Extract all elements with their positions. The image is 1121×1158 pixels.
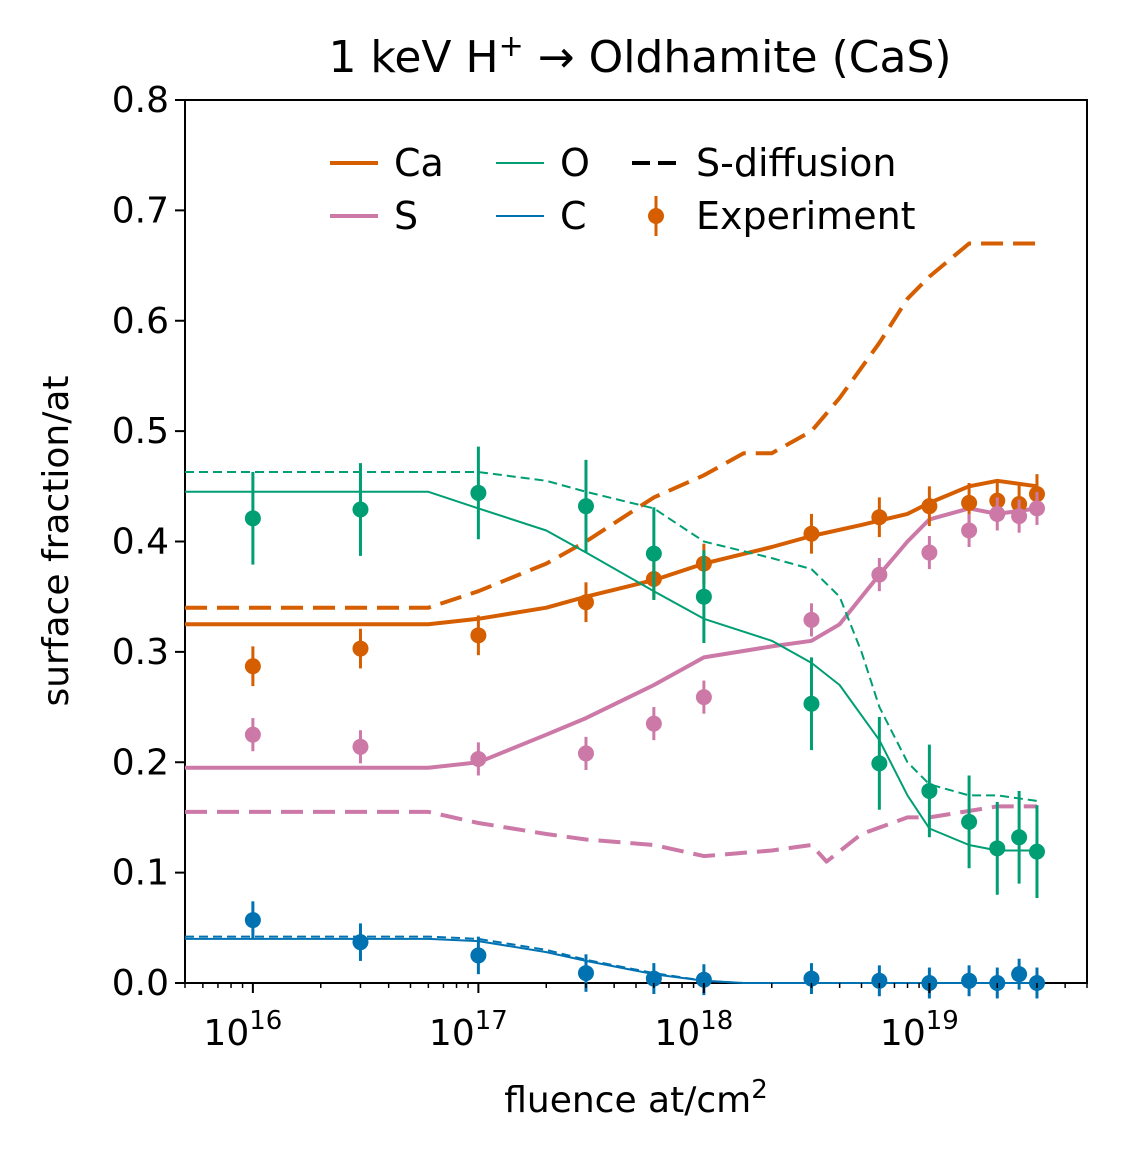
experiment-s-point (961, 522, 978, 539)
x-tick-label-exponent: 16 (249, 1006, 282, 1036)
x-tick-label-base: 10 (203, 1013, 249, 1054)
y-tick-label: 0.2 (112, 742, 169, 783)
experiment-o-point (645, 545, 662, 562)
legend-c-label: C (560, 194, 587, 238)
experiment-ca-point (577, 594, 594, 611)
experiment-s-point (645, 715, 662, 732)
experiment-s-point (871, 566, 888, 583)
series-c-s-diffusion-line (185, 935, 1037, 984)
experiment-s-point (989, 505, 1006, 522)
plot-layer (185, 241, 1045, 999)
experiment-s-point (470, 750, 487, 767)
y-tick-label: 0.3 (112, 632, 169, 673)
experiment-o-point (470, 484, 487, 501)
experiment-c-point (244, 912, 261, 929)
experiment-s-point (1011, 508, 1028, 525)
experiment-s-point (803, 611, 820, 628)
experiment-ca-point (470, 627, 487, 644)
legend-experiment-marker (648, 208, 664, 224)
experiment-ca-point (871, 509, 888, 526)
experiment-o-point (989, 840, 1006, 857)
x-tick-label: 1019 (880, 1006, 959, 1054)
experiment-ca-point (803, 525, 820, 542)
experiment-o-point (577, 498, 594, 515)
series-s-standard-line (185, 506, 1038, 770)
series-s-s-diffusion-line (185, 804, 1037, 864)
experiment-s-point (695, 689, 712, 706)
legend-o-label: O (560, 141, 590, 185)
title-main: 1 keV H (328, 32, 498, 83)
legend: Ca O S-diffusion S C Experiment (330, 141, 916, 238)
experiment-c-point (645, 970, 662, 987)
experiment-c-point (352, 934, 369, 951)
x-tick-label-exponent: 18 (700, 1006, 733, 1036)
experiment-c-point (577, 965, 594, 982)
y-tick-label: 0.4 (112, 522, 169, 563)
experiment-c-point (961, 972, 978, 989)
y-axis-label: surface fraction/at (36, 375, 77, 706)
experiment-o-point (871, 755, 888, 772)
legend-s-diffusion-label: S-diffusion (696, 141, 896, 185)
experiment-ca-point (961, 494, 978, 511)
experiment-c-point (803, 970, 820, 987)
plot-frame (184, 99, 1088, 984)
experiment-o-point (1011, 829, 1028, 846)
experiment-c-point (871, 972, 888, 989)
title-rest: → Oldhamite (CaS) (538, 32, 952, 83)
x-tick-label-exponent: 17 (475, 1006, 508, 1036)
experiment-o-point (244, 510, 261, 527)
experiment-c-point (470, 947, 487, 964)
y-tick-label: 0.0 (112, 963, 169, 1004)
experiment-s-point (244, 726, 261, 743)
series-ca-s-diffusion-line (185, 241, 1037, 610)
x-tick-label-base: 10 (429, 1013, 475, 1054)
experiment-o-point (961, 813, 978, 830)
legend-s-label: S (394, 194, 418, 238)
y-tick-label: 0.7 (112, 190, 169, 231)
chart-title: 1 keV H+ → Oldhamite (CaS) (328, 29, 951, 83)
x-axis-label-superscript: 2 (751, 1075, 768, 1105)
x-tick-label: 1017 (429, 1006, 508, 1054)
series-o-s-diffusion-line (185, 471, 1038, 802)
series-o-standard-line (185, 490, 1037, 852)
experiment-o-point (695, 588, 712, 605)
x-tick-label-exponent: 19 (926, 1006, 959, 1036)
x-axis-label-main: fluence at/cm (504, 1080, 751, 1121)
experiment-o-point (921, 782, 938, 799)
experiment-s-point (921, 544, 938, 561)
experiment-c-point (1011, 966, 1028, 983)
experiment-ca-point (921, 498, 938, 515)
legend-experiment-label: Experiment (696, 194, 916, 238)
y-tick-label: 0.5 (112, 411, 169, 452)
experiment-s-point (352, 738, 369, 755)
experiment-o-point (803, 695, 820, 712)
y-tick-label: 0.1 (112, 853, 169, 894)
x-tick-label-base: 10 (654, 1013, 700, 1054)
x-tick-label: 1018 (654, 1006, 733, 1054)
experiment-ca-point (352, 640, 369, 657)
y-tick-label: 0.6 (112, 301, 169, 342)
y-tick-label: 0.8 (112, 80, 169, 121)
series-ca-standard-line (185, 478, 1038, 627)
experiment-ca-point (244, 658, 261, 675)
legend-ca-label: Ca (394, 141, 444, 185)
experiment-o-point (1028, 843, 1045, 860)
experiment-o-point (352, 501, 369, 518)
experiment-s-point (577, 745, 594, 762)
experiment-c-point (695, 971, 712, 988)
title-superscript: + (499, 29, 524, 64)
x-tick-label-base: 10 (880, 1013, 926, 1054)
x-tick-label: 1016 (203, 1006, 282, 1054)
experiment-s-point (1028, 500, 1045, 517)
x-axis-label: fluence at/cm2 (504, 1075, 768, 1121)
series-c-standard-line (185, 937, 1037, 984)
